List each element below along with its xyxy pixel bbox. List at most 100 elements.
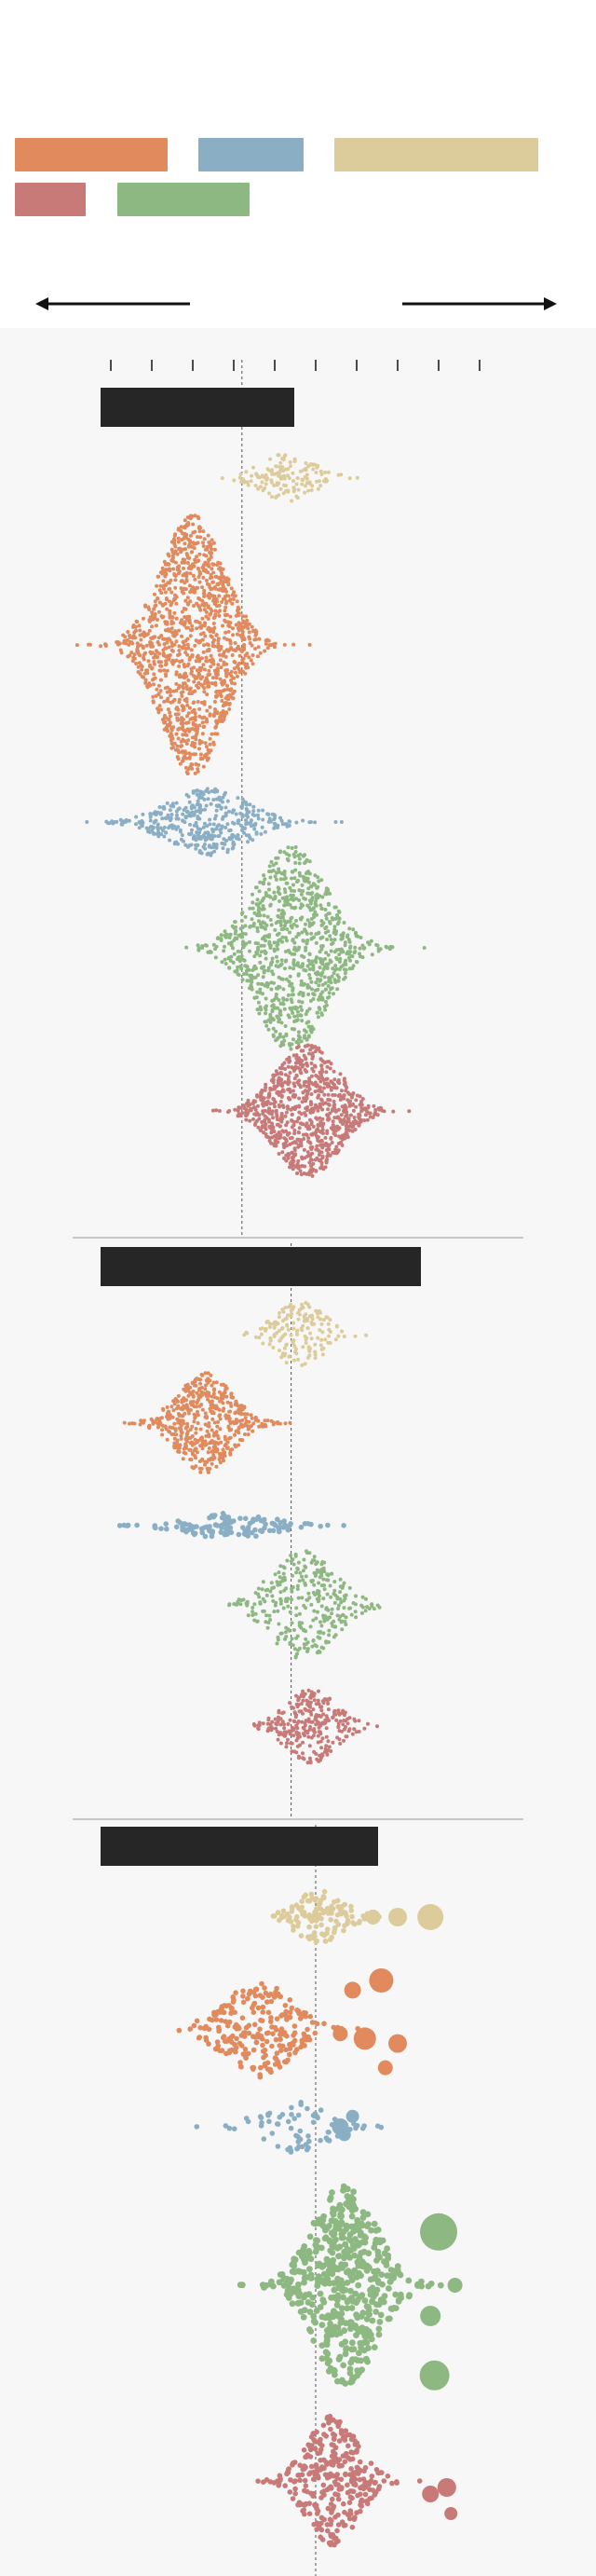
data-point — [311, 1707, 316, 1712]
data-point — [284, 1158, 289, 1163]
data-point — [164, 830, 169, 835]
data-point — [189, 648, 194, 652]
data-point — [182, 663, 186, 666]
data-point — [222, 1450, 226, 1455]
data-point — [224, 826, 228, 829]
data-point — [227, 692, 232, 697]
data-point — [239, 633, 244, 637]
data-point — [298, 1164, 303, 1169]
data-point — [203, 634, 208, 638]
data-point — [279, 1077, 284, 1082]
data-point — [319, 1063, 324, 1068]
data-point — [350, 1095, 354, 1100]
data-point — [143, 680, 148, 685]
data-point — [311, 997, 316, 1001]
data-point — [294, 1613, 299, 1618]
data-point — [304, 484, 307, 488]
data-point — [335, 913, 339, 917]
data-point — [163, 620, 168, 624]
data-point — [290, 1589, 294, 1594]
data-point — [231, 596, 236, 601]
data-point — [316, 1124, 320, 1128]
data-point — [184, 552, 189, 556]
data-point — [158, 826, 163, 830]
data-point — [332, 1635, 336, 1639]
data-point — [283, 921, 288, 925]
data-point — [363, 1609, 368, 1613]
data-point — [240, 978, 245, 982]
data-point — [340, 1329, 345, 1334]
data-point — [333, 932, 338, 937]
data-point — [270, 495, 274, 500]
data-point — [197, 569, 202, 574]
data-point — [310, 987, 314, 992]
data-point — [275, 1090, 279, 1095]
data-point — [262, 873, 266, 878]
data-point — [148, 642, 153, 646]
data-point — [269, 923, 274, 927]
data-point — [187, 692, 192, 696]
data-point — [291, 1037, 295, 1042]
data-point — [210, 1403, 215, 1407]
data-point — [223, 612, 227, 617]
data-point — [304, 948, 308, 952]
data-point — [211, 630, 216, 635]
data-point — [342, 977, 346, 981]
data-point — [277, 908, 281, 912]
data-point — [357, 1719, 361, 1723]
data-point — [232, 676, 236, 680]
data-point — [312, 912, 316, 917]
data-point — [273, 895, 278, 898]
data-point — [307, 973, 312, 977]
data-point — [319, 1583, 324, 1588]
data-point — [202, 690, 207, 694]
data-point — [279, 1072, 283, 1076]
data-point — [335, 1596, 340, 1601]
data-point — [205, 758, 210, 762]
data-point — [328, 1318, 332, 1322]
data-point — [217, 1109, 222, 1113]
data-point — [165, 607, 169, 611]
data-point — [304, 1337, 308, 1342]
data-point — [272, 483, 277, 487]
data-point — [309, 917, 314, 921]
data-point — [302, 981, 306, 986]
data-point — [326, 1151, 331, 1156]
data-point — [255, 990, 260, 994]
data-point — [189, 1401, 193, 1405]
data-point — [208, 817, 212, 822]
data-point — [210, 681, 214, 686]
data-point — [291, 1573, 294, 1578]
data-point — [195, 676, 199, 680]
data-point — [234, 670, 237, 675]
data-point — [232, 821, 237, 826]
data-point — [318, 1143, 323, 1147]
data-point — [269, 987, 274, 992]
data-point — [330, 916, 334, 921]
data-point — [185, 1421, 190, 1426]
data-point — [225, 1440, 230, 1445]
data-point — [375, 1113, 380, 1117]
data-point — [213, 947, 217, 952]
data-point — [333, 1133, 338, 1138]
data-point — [305, 1021, 309, 1025]
data-point — [308, 1048, 313, 1052]
data-point — [179, 1406, 183, 1411]
data-point — [153, 614, 157, 619]
data-point — [317, 879, 321, 884]
data-point — [296, 1158, 301, 1163]
data-point — [326, 1092, 331, 1097]
data-point — [271, 642, 276, 647]
data-point — [338, 1614, 343, 1619]
data-point — [224, 594, 229, 598]
data-point — [282, 642, 287, 647]
data-point — [305, 473, 309, 477]
data-point — [329, 960, 333, 964]
data-point — [206, 836, 210, 841]
data-point — [289, 924, 293, 928]
data-point — [355, 1093, 359, 1098]
data-point — [269, 963, 273, 967]
data-point — [354, 1615, 359, 1620]
data-point — [273, 1006, 278, 1010]
data-point — [291, 1065, 294, 1070]
